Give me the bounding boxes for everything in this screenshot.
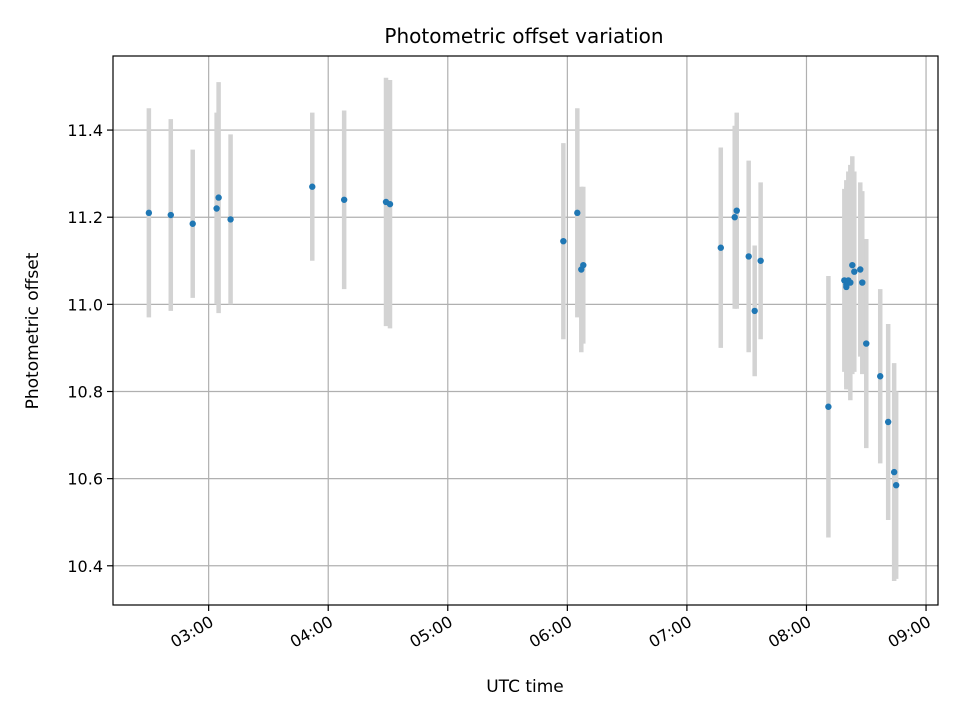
data-point [825, 403, 832, 410]
x-tick-label: 07:00 [645, 612, 694, 652]
x-tick-label: 08:00 [765, 612, 814, 652]
data-point [884, 418, 892, 426]
y-axis-label: Photometric offset [23, 252, 43, 409]
data-point [857, 266, 864, 273]
x-tick-label: 09:00 [885, 612, 934, 652]
data-point [213, 205, 220, 212]
y-tick-label: 10.8 [67, 383, 103, 402]
data-point [580, 261, 587, 269]
data-point [890, 468, 898, 476]
x-axis-ticks: 03:00 04:00 05:00 06:00 07:00 08:00 09:00 [167, 605, 934, 652]
data-point [859, 279, 866, 286]
y-axis-ticks: 10.4 10.6 10.8 11.0 11.2 11.4 [67, 121, 113, 576]
data-point [731, 214, 738, 221]
x-axis-label: UTC time [486, 677, 564, 697]
x-tick-label: 05:00 [406, 612, 455, 652]
data-point [892, 481, 900, 489]
data-point [227, 216, 234, 223]
data-point [309, 183, 316, 190]
data-point [145, 209, 153, 217]
data-point [386, 200, 394, 208]
data-point [745, 253, 752, 260]
grid [113, 56, 938, 605]
y-tick-label: 11.2 [67, 208, 103, 227]
y-tick-label: 10.4 [67, 557, 103, 576]
x-tick-label: 04:00 [287, 612, 336, 652]
data-point [751, 307, 758, 315]
error-bars [146, 77, 899, 582]
data-point [757, 257, 764, 264]
chart-title: Photometric offset variation [384, 24, 663, 48]
data-point [733, 207, 740, 214]
data-point [167, 211, 174, 219]
data-point [717, 244, 724, 251]
data-point [849, 261, 856, 269]
y-tick-label: 10.6 [67, 470, 103, 489]
data-point [574, 209, 581, 217]
data-points [145, 183, 900, 489]
y-tick-label: 11.0 [67, 295, 103, 314]
data-point [847, 279, 854, 286]
x-tick-label: 03:00 [167, 612, 216, 652]
data-point [560, 237, 567, 245]
data-point [863, 340, 870, 347]
data-point [851, 268, 858, 275]
data-point [189, 220, 196, 227]
data-point [215, 194, 222, 201]
y-tick-label: 11.4 [67, 121, 103, 140]
data-point [877, 373, 884, 380]
data-point [340, 196, 348, 203]
x-tick-label: 06:00 [526, 612, 575, 652]
plot-frame [112, 55, 939, 606]
